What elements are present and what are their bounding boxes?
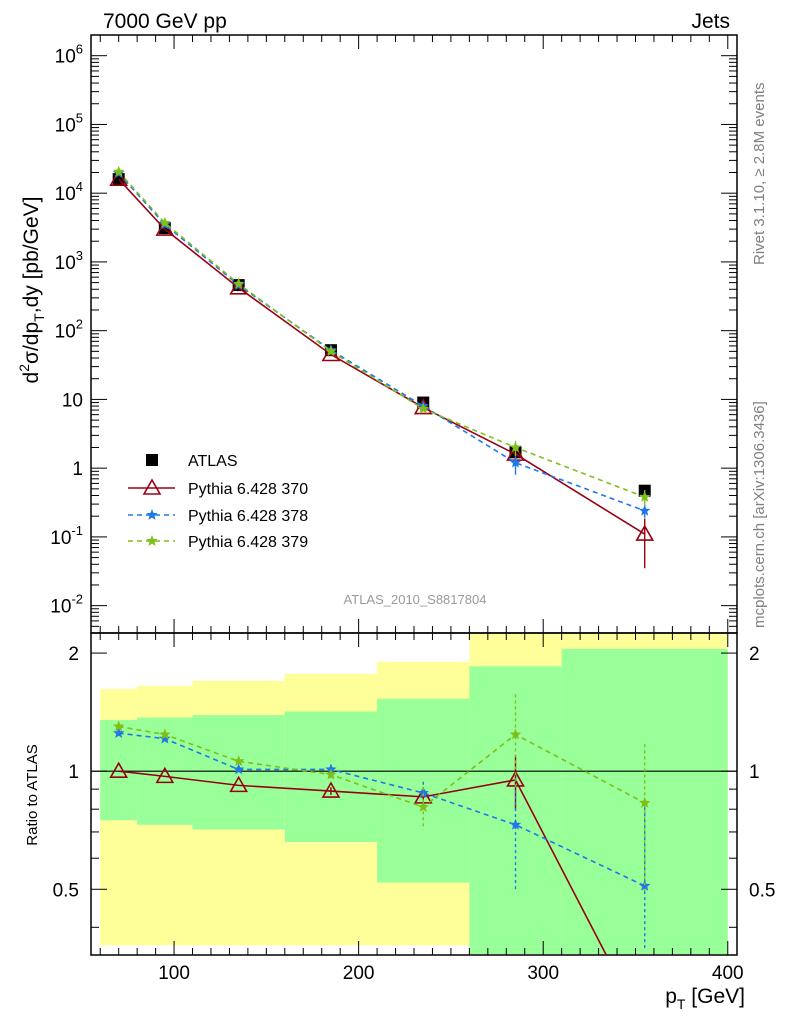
y-tick-label: 103 [55,248,83,274]
ratio-point [509,728,522,740]
x-tick-label: 100 [158,963,190,984]
data-point [509,441,522,453]
legend-label: ATLAS [188,453,238,470]
ratio-point [417,801,429,812]
x-tick-label: 300 [527,963,559,984]
y-tick-label: 10-2 [50,592,83,618]
ratio-point [113,720,125,732]
y-tick-label: 104 [55,179,83,205]
green-band-bin [100,720,138,821]
ratio-y-tick-label-right: 1 [749,762,760,783]
data-point [509,456,522,468]
green-band-bin [192,715,285,830]
ratio-y-axis-label: Ratio to ATLAS [24,744,41,845]
ratio-point [155,766,175,784]
data-point [229,278,249,295]
legend-marker [146,509,158,520]
legend-label: Pythia 6.428 370 [188,481,308,498]
ratio-point [159,728,171,740]
y-tick-label: 1 [72,459,83,480]
ratio-point [233,755,245,767]
analysis-label: ATLAS_2010_S8817804 [344,592,487,607]
ratio-y-tick-label: 2 [68,644,79,665]
legend-marker [142,478,162,495]
y-tick-label: 10-1 [50,523,83,549]
ratio-point [321,781,341,798]
ratio-point [325,768,337,780]
side-label-top: Rivet 3.1.10, ≥ 2.8M events [751,83,768,266]
ratio-point [417,787,429,798]
legend-marker [146,454,158,466]
ratio-point [159,732,171,744]
legend-label: Pythia 6.428 378 [188,508,308,525]
ratio-uncertainty-bands [100,634,728,954]
data-point [417,402,429,414]
ratio-point [113,727,125,738]
ratio-point [229,775,249,793]
data-point [159,216,171,228]
right-title: Jets [691,10,730,33]
ratio-point [233,763,245,775]
series-line [118,171,646,498]
side-label-bottom: mcplots.cern.ch [arXiv:1306.3436] [751,401,768,628]
ratio-y-tick-label: 1 [68,762,79,783]
ratio-point [639,796,651,808]
data-point [325,345,337,357]
x-tick-label: 400 [712,963,744,984]
data-point [635,524,655,541]
y-tick-label: 105 [55,110,83,136]
data-point [109,169,129,186]
data-point [413,397,433,415]
x-tick-label: 200 [343,963,375,984]
data-point [113,165,125,177]
ratio-plot-series [109,694,651,955]
legend-marker [146,535,158,546]
y-tick-label: 10 [62,390,83,411]
main-plot-series [109,165,655,569]
data-point [233,277,245,289]
ratio-y-tick-label: 0.5 [53,880,79,901]
left-title: 7000 GeV pp [103,10,227,33]
data-point [639,504,651,516]
data-point [639,491,651,502]
legend-label: Pythia 6.428 379 [188,534,308,551]
axis-ticks: 100 200 300 400 10-2 10-1 1 10 102 103 104 105 106 0.… [50,34,775,984]
ratio-point [109,761,129,778]
ratio-point [509,818,522,830]
main-y-axis-label: d2σ/dpT,dy [pb/GeV] [16,197,47,384]
axis-labels: ATLAS_2010_S8817804 d2σ/dpT,dy [pb/GeV] Ra… [16,197,745,1012]
y-tick-label: 102 [55,317,83,343]
x-axis-label: pT [GeV] [665,985,745,1012]
ratio-y-tick-label-right: 2 [749,644,760,665]
legend: ATLAS Pythia 6.428 370 Pythia 6.428 378 Pyt… [128,453,308,551]
ratio-y-tick-label-right: 0.5 [749,880,775,901]
y-tick-label: 106 [55,42,83,68]
